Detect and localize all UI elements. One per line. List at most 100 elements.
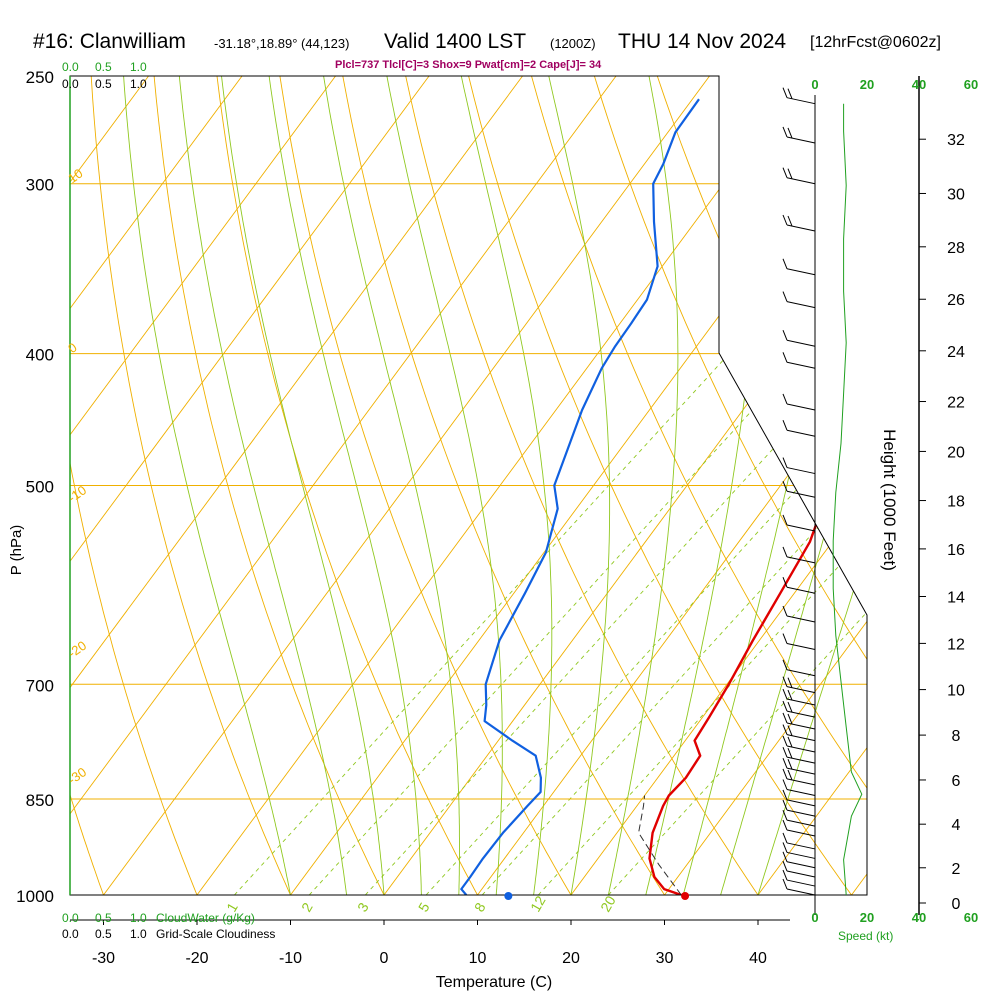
mixing-ratio-line [481, 353, 867, 895]
moist-adiabat-line [757, 76, 867, 895]
surface-dewpoint-marker [504, 892, 513, 900]
height-tick-label: 22 [947, 395, 965, 412]
height-tick-label: 0 [952, 896, 961, 913]
wind-barb [782, 577, 816, 594]
wind-barb [782, 851, 816, 869]
wind-barb [782, 633, 816, 651]
speed-top-tick: 60 [964, 77, 978, 92]
wind-barb [782, 514, 816, 532]
wind-barb [782, 799, 816, 817]
dry-adiabat-line [524, 76, 867, 895]
wind-barb [782, 819, 816, 837]
pressure-tick-label: 700 [26, 676, 54, 695]
height-axis-label: Height (1000 Feet) [880, 429, 899, 571]
temperature-tick-label: -20 [185, 950, 208, 967]
wind-barb [782, 481, 816, 498]
cloudiness-bottom-tick: 1.0 [130, 927, 147, 941]
height-tick-label: 6 [952, 773, 961, 790]
chart-header: #16: Clanwilliam -31.18°,18.89° (44,123)… [0, 0, 1000, 71]
wind-barb [782, 393, 816, 411]
dry-adiabat-line [213, 76, 482, 895]
height-tick-label: 4 [952, 817, 961, 834]
pressure-tick-label: 500 [26, 478, 54, 497]
wind-barb [782, 700, 816, 718]
cloudwater-bottom-tick: 0.5 [95, 911, 112, 925]
wind-barb [782, 757, 816, 775]
wind-barb [782, 832, 816, 850]
mixing-ratio-line [537, 353, 867, 895]
height-tick-label: 16 [947, 542, 965, 559]
wind-barb [782, 214, 816, 232]
wind-barb [782, 457, 816, 475]
height-tick-label: 14 [947, 590, 965, 607]
stability-indices: Plcl=737 Tlcl[C]=3 Shox=9 Pwat[cm]=2 Cap… [335, 59, 602, 71]
wind-barb [782, 126, 816, 144]
wind-barb [782, 330, 816, 347]
cloudwater-top-tick: 0.5 [95, 60, 112, 74]
dry-adiabat-line [275, 76, 575, 895]
pressure-tick-label: 1000 [16, 887, 54, 906]
cloudwater-bottom-tick: 0.0 [62, 911, 79, 925]
plot-frame [69, 75, 868, 921]
wind-barb [782, 878, 816, 896]
speed-bottom-tick: 60 [964, 910, 978, 925]
moist-adiabat-line [178, 76, 348, 895]
cloudiness-top-tick: 1.0 [130, 77, 147, 91]
sounding-profiles [460, 98, 867, 895]
temperature-tick-label: -30 [92, 950, 115, 967]
speed-bottom-tick: 0 [811, 910, 818, 925]
dry-adiabat-line [338, 76, 669, 895]
dry-adiabat-line [898, 52, 1000, 901]
speed-top-tick: 40 [912, 77, 926, 92]
cloudiness-bottom-tick: 0.0 [62, 927, 79, 941]
wind-speed-curve [832, 103, 863, 896]
height-tick-label: 8 [952, 728, 961, 745]
mixing-ratio-label: 5 [415, 900, 433, 915]
wind-barb [782, 167, 816, 185]
wind-barb [782, 659, 816, 677]
moist-adiabat-line [460, 76, 553, 895]
pressure-tick-label: 850 [26, 791, 54, 810]
temperature-tick-label: 30 [656, 950, 674, 967]
height-tick-label: 26 [947, 292, 965, 309]
temperature-profile [648, 110, 867, 895]
height-tick-label: 12 [947, 636, 965, 653]
mixing-ratio-label: 8 [471, 900, 489, 915]
isotherm-line [851, 76, 867, 895]
forecast-date: THU 14 Nov 2024 [618, 30, 787, 53]
surface-temperature-marker [681, 892, 690, 900]
dry-adiabat-line [400, 76, 763, 895]
wind-barbs [782, 87, 816, 896]
cloudwater-top-tick: 1.0 [130, 60, 147, 74]
wind-barb [782, 546, 816, 564]
moist-adiabat-line [720, 76, 867, 895]
speed-label: Speed (kt) [838, 929, 893, 943]
valid-time: Valid 1400 LST [384, 30, 527, 53]
dry-adiabat-line [151, 76, 388, 895]
height-tick-label: 18 [947, 494, 965, 511]
mixing-ratio-label: 12 [527, 893, 549, 915]
cloudiness-bottom-tick: 0.5 [95, 927, 112, 941]
dry-adiabat-label: 10 [65, 166, 85, 187]
mixing-ratio-label: 20 [597, 893, 619, 915]
wind-barb [782, 779, 816, 796]
dry-adiabat-line [89, 76, 294, 895]
isotherm-line [757, 76, 867, 895]
dry-adiabat-line [70, 76, 200, 895]
cloudwater-bottom-tick: 1.0 [130, 911, 147, 925]
isotherm-line [70, 76, 243, 895]
moist-adiabat-line [323, 76, 460, 895]
moist-adiabat-line [607, 76, 679, 895]
cloudwater-label: CloudWater (g/Kg) [156, 911, 255, 925]
mixing-ratio-line [608, 353, 867, 895]
wind-barb [782, 258, 816, 276]
wind-barb [782, 860, 816, 878]
height-tick-label: 20 [947, 444, 965, 461]
dry-adiabat-line [462, 76, 857, 895]
wind-barb [782, 712, 816, 730]
temperature-tick-label: 0 [380, 950, 389, 967]
isotherm-line [70, 76, 336, 895]
parcel-path [638, 795, 682, 895]
temperature-tick-label: 10 [469, 950, 487, 967]
cloudiness-top-tick: 0.0 [62, 77, 79, 91]
